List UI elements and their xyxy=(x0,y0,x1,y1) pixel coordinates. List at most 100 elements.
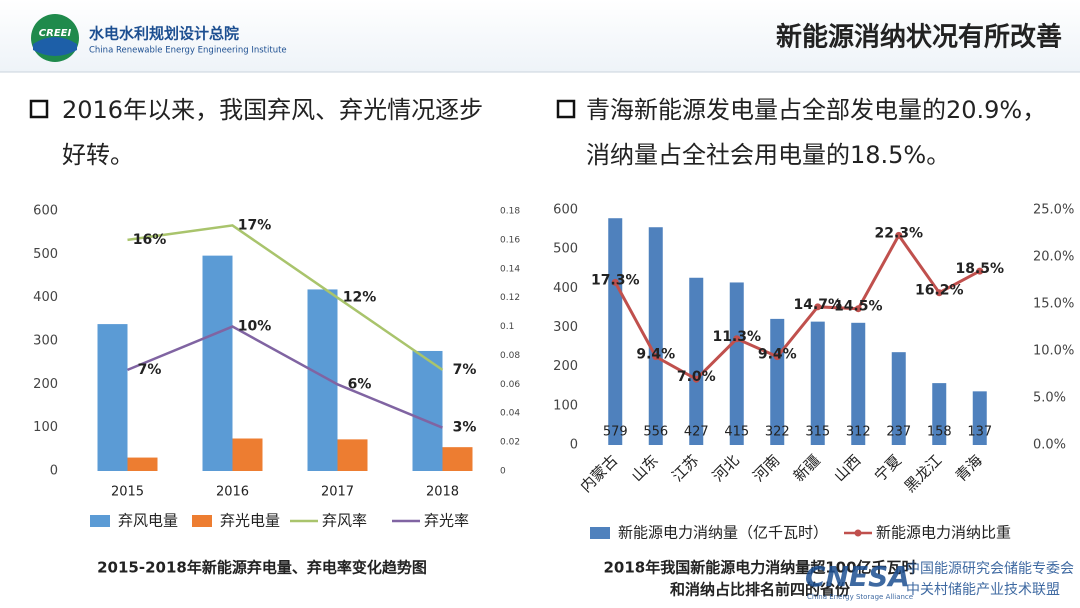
line-marker xyxy=(652,353,660,361)
y2-tick-label: 10.0% xyxy=(1033,344,1074,359)
bar-value-label: 322 xyxy=(765,425,790,440)
y-tick-label: 300 xyxy=(33,334,58,349)
x-tick-label: 内蒙古 xyxy=(577,451,622,496)
x-tick-label: 河南 xyxy=(749,451,783,485)
logo-wave xyxy=(33,37,77,56)
bullet-box xyxy=(29,99,49,119)
y-tick-label: 0 xyxy=(50,464,58,479)
line-value-label: 16% xyxy=(133,232,167,248)
y2-tick-label: 0 xyxy=(500,467,506,477)
line xyxy=(127,325,443,429)
legend-label: 新能源电力消纳比重 xyxy=(876,524,1011,542)
bar xyxy=(932,383,947,445)
line-value-label: 7% xyxy=(138,362,162,378)
line-value-label: 14.5% xyxy=(834,299,883,315)
line-value-label: 9.4% xyxy=(758,347,797,363)
watermark-cn1: 中国能源研究会储能专委会 xyxy=(906,561,1074,577)
bar-value-label: 237 xyxy=(886,425,911,440)
x-tick-label: 河北 xyxy=(709,451,743,485)
bar xyxy=(202,255,233,471)
bar-value-label: 427 xyxy=(684,425,709,440)
logo-text: CREEI xyxy=(39,28,72,39)
slide-title: 新能源消纳状况有所改善 xyxy=(776,22,1062,53)
line-marker xyxy=(773,353,781,361)
bar xyxy=(689,277,704,445)
x-tick-label: 黑龙江 xyxy=(901,451,946,496)
y-tick-label: 100 xyxy=(553,398,578,413)
x-tick-label: 宁夏 xyxy=(871,451,905,485)
bar-value-label: 137 xyxy=(967,425,992,440)
legend-label: 新能源电力消纳量（亿千瓦时） xyxy=(618,524,828,542)
y2-tick-label: 25.0% xyxy=(1033,203,1074,218)
bar xyxy=(127,457,158,471)
line-marker xyxy=(692,375,700,383)
bullet-text: 好转。 xyxy=(62,141,134,169)
legend-label: 弃风率 xyxy=(322,512,367,530)
line-value-label: 10% xyxy=(238,319,272,335)
x-tick-label: 山西 xyxy=(830,451,864,485)
line-marker xyxy=(854,305,862,313)
x-tick-label: 2016 xyxy=(216,485,249,500)
watermark-cn2: 中关村储能产业技术联盟 xyxy=(906,582,1060,598)
line xyxy=(613,232,981,382)
bar xyxy=(608,218,623,445)
y-tick-label: 600 xyxy=(553,203,578,218)
x-tick-label: 新疆 xyxy=(790,451,824,485)
line-value-label: 18.5% xyxy=(955,261,1004,277)
chart-title: 2018年我国新能源电力消纳量超100亿千瓦时 xyxy=(603,559,916,577)
bar xyxy=(442,447,473,471)
y2-tick-label: 0.18 xyxy=(500,207,520,217)
bar xyxy=(648,227,663,445)
y-tick-label: 600 xyxy=(33,204,58,219)
bullet-box xyxy=(556,99,576,119)
watermark: CNESA 中国能源研究会储能专委会 中关村储能产业技术联盟 China Ene… xyxy=(805,560,1074,601)
bar-value-label: 158 xyxy=(927,425,952,440)
watermark-en: China Energy Storage Alliance xyxy=(807,593,913,601)
bar xyxy=(337,439,368,471)
line-value-label: 12% xyxy=(343,290,377,306)
chart-title: 和消纳占比排名前四的省份 xyxy=(670,581,851,599)
org-name-en: China Renewable Energy Engineering Insti… xyxy=(89,46,287,56)
line-value-label: 16.2% xyxy=(915,283,964,299)
y-tick-label: 200 xyxy=(33,377,58,392)
bar xyxy=(307,289,338,471)
watermark-name: CNESA xyxy=(805,560,910,593)
line-marker xyxy=(814,303,822,311)
y-tick-label: 200 xyxy=(553,359,578,374)
line-value-label: 7.0% xyxy=(677,369,716,385)
bar xyxy=(851,322,866,445)
x-tick-label: 山东 xyxy=(628,451,662,485)
bar xyxy=(232,438,263,471)
legend-label: 弃光电量 xyxy=(220,512,280,530)
y2-tick-label: 0.12 xyxy=(500,293,520,303)
line-marker xyxy=(935,289,943,297)
line-value-label: 22.3% xyxy=(874,225,923,241)
line-value-label: 17% xyxy=(238,217,272,233)
line-value-label: 11.3% xyxy=(712,329,761,345)
y2-tick-label: 20.0% xyxy=(1033,250,1074,265)
y2-tick-label: 0.04 xyxy=(500,409,520,419)
x-tick-label: 2017 xyxy=(321,485,354,500)
x-tick-label: 青海 xyxy=(952,451,986,485)
y2-tick-label: 5.0% xyxy=(1033,391,1066,406)
legend-swatch xyxy=(90,515,110,527)
y-tick-label: 300 xyxy=(553,320,578,335)
y-tick-label: 100 xyxy=(33,420,58,435)
y-tick-label: 400 xyxy=(33,290,58,305)
line-marker xyxy=(895,231,903,239)
y2-tick-label: 0.14 xyxy=(500,264,520,274)
line-value-label: 7% xyxy=(453,362,477,378)
line-value-label: 17.3% xyxy=(591,272,640,288)
line-value-label: 3% xyxy=(453,420,477,436)
x-tick-label: 江苏 xyxy=(668,451,702,485)
x-tick-label: 2018 xyxy=(426,485,459,500)
y-tick-label: 400 xyxy=(553,281,578,296)
bullet-text: 青海新能源发电量占全部发电量的20.9%， xyxy=(586,96,1046,124)
bar xyxy=(97,324,128,471)
line-marker xyxy=(976,267,984,275)
legend-swatch xyxy=(192,515,212,527)
charts: 0 100 200 300 400 500 600 0 0.02 0.04 0.06 0.08 0.1 0… xyxy=(33,203,1074,599)
line-value-label: 6% xyxy=(348,376,372,392)
bar xyxy=(891,352,906,445)
